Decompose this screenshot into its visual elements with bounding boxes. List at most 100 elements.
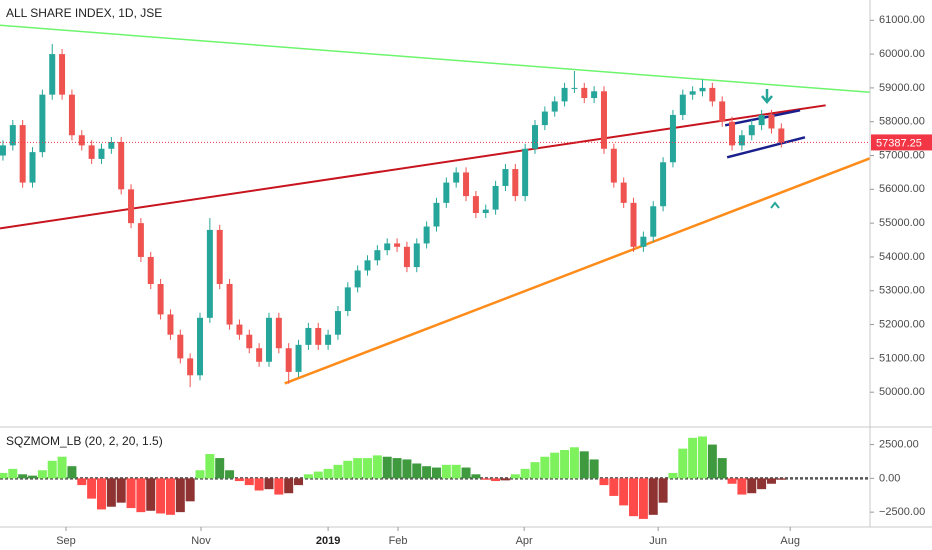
- x-tick-label: Nov: [191, 535, 211, 547]
- momentum-bar: [274, 478, 284, 495]
- momentum-bar: [638, 478, 648, 519]
- momentum-bar: [560, 449, 570, 479]
- candle-body: [719, 101, 726, 122]
- momentum-bar: [550, 452, 560, 479]
- momentum-bar: [363, 458, 373, 479]
- momentum-bar: [698, 436, 708, 479]
- y-tick-label: 53000.00: [879, 285, 925, 297]
- momentum-bar: [185, 478, 195, 502]
- candle-body: [443, 182, 450, 203]
- momentum-bar: [688, 437, 698, 479]
- momentum-bar: [491, 478, 501, 482]
- y-tick-label: 52000.00: [879, 318, 925, 330]
- candle-body: [206, 229, 213, 318]
- candle-body: [679, 94, 686, 115]
- candle-body: [167, 314, 174, 335]
- candle-body: [88, 145, 95, 159]
- trend-line: [726, 136, 806, 159]
- candle-body: [315, 327, 322, 345]
- momentum-bar: [757, 478, 767, 490]
- momentum-bar: [87, 478, 97, 499]
- momentum-bar: [668, 472, 678, 479]
- candle-body: [226, 284, 233, 325]
- candle-body: [236, 324, 243, 335]
- candle-body: [512, 169, 519, 197]
- x-tick-label: Apr: [516, 535, 533, 547]
- momentum-bar: [205, 454, 215, 479]
- candle-body: [305, 327, 312, 345]
- momentum-bar: [658, 478, 668, 503]
- candle-body: [246, 334, 253, 349]
- y-tick-label: 58000.00: [879, 116, 925, 128]
- candle-body: [216, 229, 223, 284]
- momentum-bar: [333, 464, 343, 479]
- x-tick-label: 2019: [316, 535, 340, 547]
- candle-body: [472, 196, 479, 213]
- candle-body: [758, 114, 765, 126]
- indicator-title: SQZMOM_LB (20, 2, 20, 1.5): [6, 434, 163, 448]
- momentum-bar: [8, 468, 18, 479]
- candle-body: [738, 135, 745, 146]
- candle-body: [403, 246, 410, 268]
- momentum-bar: [343, 460, 353, 479]
- y-tick-label: 57000.00: [879, 149, 925, 161]
- candle-body: [68, 94, 75, 136]
- candle-body: [354, 270, 361, 288]
- candle-body: [492, 185, 499, 210]
- candle-body: [610, 148, 617, 183]
- candle-body: [334, 311, 341, 335]
- candle-body: [423, 226, 430, 244]
- momentum-bar: [747, 478, 757, 494]
- momentum-bar: [579, 451, 589, 479]
- candle-body: [128, 189, 135, 224]
- candle-body: [108, 142, 115, 149]
- y-tick-label: 0.00: [879, 472, 900, 484]
- momentum-bar: [461, 467, 471, 479]
- momentum-bar: [530, 462, 540, 479]
- momentum-bar: [678, 448, 688, 479]
- candle-body: [699, 87, 706, 92]
- candle-body: [285, 348, 292, 372]
- candle-body: [709, 87, 716, 102]
- momentum-bar: [481, 478, 491, 480]
- momentum-bar: [776, 478, 786, 480]
- y-tick-label: 60000.00: [879, 48, 925, 60]
- candle-body: [59, 54, 66, 95]
- trend-line: [284, 157, 871, 385]
- momentum-bar: [727, 478, 737, 484]
- candle-body: [275, 317, 282, 349]
- momentum-bar: [599, 478, 609, 486]
- last-price-box: [871, 134, 932, 151]
- y-tick-label: 56000.00: [879, 183, 925, 195]
- momentum-bar: [353, 458, 363, 479]
- momentum-bar: [648, 478, 658, 515]
- momentum-bar: [372, 455, 382, 479]
- candle-body: [187, 358, 194, 376]
- y-tick-label: 61000.00: [879, 14, 925, 26]
- momentum-bar: [569, 447, 579, 479]
- candle-body: [591, 91, 598, 99]
- momentum-bar: [96, 478, 106, 510]
- x-tick-label: Aug: [780, 535, 800, 547]
- momentum-bar: [609, 478, 619, 496]
- candle-body: [433, 202, 440, 227]
- candle-body: [502, 169, 509, 186]
- candle-body: [118, 142, 125, 190]
- momentum-bar: [707, 444, 717, 479]
- momentum-bar: [146, 478, 156, 511]
- chart-title: ALL SHARE INDEX, 1D, JSE: [6, 6, 162, 20]
- candle-body: [9, 125, 16, 146]
- candle-body: [541, 111, 548, 126]
- candle-body: [620, 182, 627, 203]
- momentum-bar: [28, 475, 38, 479]
- momentum-bar: [175, 478, 185, 513]
- candle-body: [768, 114, 775, 129]
- momentum-bar: [520, 468, 530, 479]
- momentum-bar: [441, 464, 451, 479]
- trend-line: [0, 104, 826, 230]
- momentum-bar: [156, 478, 166, 514]
- momentum-bar: [451, 464, 461, 479]
- y-tick-label: 2500.00: [879, 438, 919, 450]
